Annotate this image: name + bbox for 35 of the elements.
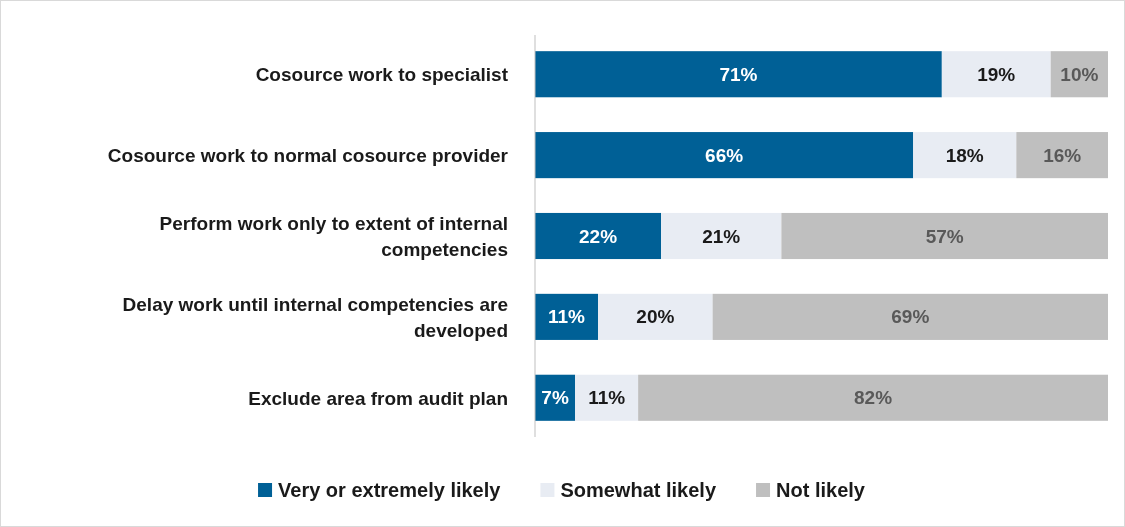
bar [1016, 132, 1108, 179]
y-tick-label: Delay work until internal competencies are developed [122, 293, 508, 341]
data-label: 22% [579, 225, 618, 247]
data-label: 18% [945, 144, 984, 166]
legend-label: Somewhat likely [560, 479, 717, 501]
data-label: 7% [541, 387, 569, 409]
bar [712, 293, 1108, 340]
bar [575, 374, 639, 421]
data-label: 66% [705, 144, 744, 166]
data-label: 11% [588, 387, 626, 409]
y-tick-label: Exclude area from audit plan [248, 387, 508, 409]
data-label: 57% [925, 225, 964, 247]
bar [535, 212, 662, 260]
data-label: 20% [636, 306, 675, 328]
bar [913, 132, 1017, 179]
data-label: 71% [719, 63, 758, 85]
bar [598, 293, 713, 340]
data-label: 16% [1043, 144, 1082, 166]
data-label: 82% [854, 387, 893, 409]
bar [638, 374, 1108, 421]
y-tick-label: Cosource work to specialist [255, 63, 509, 85]
bar [941, 51, 1051, 98]
bar [781, 212, 1108, 260]
legend-label: Very or extremely likely [278, 479, 502, 501]
data-label: 21% [702, 225, 741, 247]
bar [535, 51, 942, 98]
data-label: 10% [1060, 63, 1099, 85]
data-label: 69% [891, 306, 930, 328]
legend-label: Not likely [776, 479, 866, 501]
bar [535, 132, 914, 179]
data-label: 11% [548, 306, 586, 328]
y-tick-label: Perform work only to extent of internal competencies [159, 212, 508, 260]
y-tick-label: Cosource work to normal cosource provider [107, 144, 509, 166]
bar [661, 212, 782, 260]
data-label: 19% [977, 63, 1016, 85]
